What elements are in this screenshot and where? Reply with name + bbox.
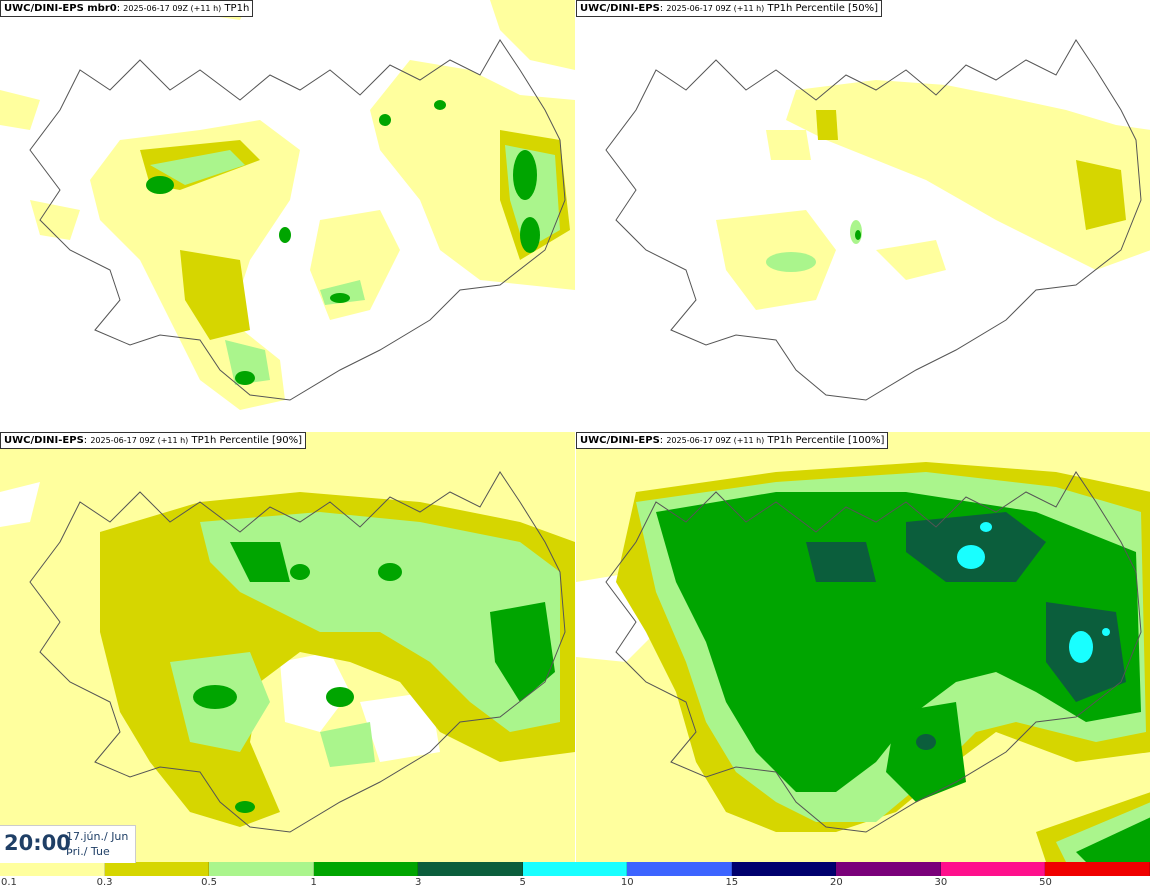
colorbar-segment bbox=[940, 862, 1046, 876]
precip-green bbox=[855, 230, 861, 240]
precip-colorbar bbox=[0, 862, 1150, 876]
map-panel-p100: UWC/DINI-EPS: 2025-06-17 09Z (+11 h) TP1… bbox=[576, 432, 1150, 862]
precip-map bbox=[0, 432, 575, 862]
colorbar-tick-label: 5 bbox=[519, 877, 526, 888]
run-label: 2025-06-17 09Z (+11 h) bbox=[666, 436, 765, 445]
colorbar-tick-label: 0.1 bbox=[1, 877, 17, 888]
map-panel-p90: UWC/DINI-EPS: 2025-06-17 09Z (+11 h) TP1… bbox=[0, 432, 575, 862]
map-panel-mbr0: UWC/DINI-EPS mbr0: 2025-06-17 09Z (+11 h… bbox=[0, 0, 575, 430]
colorbar-segment bbox=[104, 862, 210, 876]
colorbar-tick-label: 30 bbox=[934, 877, 948, 888]
precip-green bbox=[193, 542, 555, 813]
colorbar-segment bbox=[731, 862, 837, 876]
precip-white bbox=[0, 482, 440, 762]
map-panel-p50: UWC/DINI-EPS: 2025-06-17 09Z (+11 h) TP1… bbox=[576, 0, 1150, 430]
model-label: UWC/DINI-EPS bbox=[4, 435, 84, 446]
panel-title: UWC/DINI-EPS mbr0: 2025-06-17 09Z (+11 h… bbox=[0, 0, 254, 17]
precip-map bbox=[605, 39, 1150, 401]
run-label: 2025-06-17 09Z (+11 h) bbox=[90, 436, 189, 445]
coastline bbox=[605, 471, 1142, 833]
colorbar-ticks: 0.1 0.3 0.5 1 3 5 10 15 20 30 50 bbox=[0, 876, 1150, 891]
precip-map bbox=[576, 432, 1150, 862]
colorbar-tick-label: 1 bbox=[310, 877, 317, 888]
valid-weekday: Þri./ Tue bbox=[66, 845, 110, 858]
precip-map bbox=[0, 0, 575, 410]
valid-date: 17.jún./ Jun bbox=[66, 830, 129, 843]
precip-yellow bbox=[0, 0, 575, 410]
colorbar-segment bbox=[1045, 862, 1150, 876]
field-label: TP1h Percentile [100%] bbox=[767, 435, 885, 446]
model-label: UWC/DINI-EPS bbox=[580, 435, 660, 446]
colorbar-tick-label: 0.3 bbox=[96, 877, 113, 888]
field-label: TP1h Percentile [50%] bbox=[767, 3, 879, 14]
precip-cyan bbox=[957, 522, 1110, 663]
run-label: 2025-06-17 09Z (+11 h) bbox=[123, 4, 222, 13]
model-label: UWC/DINI-EPS bbox=[580, 3, 660, 14]
panel-title: UWC/DINI-EPS: 2025-06-17 09Z (+11 h) TP1… bbox=[0, 432, 307, 449]
precip-olive bbox=[816, 110, 1126, 230]
coastline bbox=[29, 471, 566, 833]
run-label: 2025-06-17 09Z (+11 h) bbox=[666, 4, 765, 13]
coastline bbox=[605, 39, 1142, 401]
colorbar-segment bbox=[836, 862, 941, 876]
coastline bbox=[29, 39, 566, 401]
valid-time: 20:00 bbox=[4, 831, 71, 855]
panel-divider bbox=[575, 0, 576, 862]
valid-time-box: 20:00 17.jún./ Jun Þri./ Tue bbox=[0, 825, 136, 863]
colorbar-tick-label: 50 bbox=[1039, 877, 1052, 888]
colorbar-tick-label: 0.5 bbox=[201, 877, 218, 888]
panel-title: UWC/DINI-EPS: 2025-06-17 09Z (+11 h) TP1… bbox=[576, 0, 883, 17]
field-label: TP1h Percentile [90%] bbox=[191, 435, 303, 446]
colorbar-tick-label: 3 bbox=[414, 877, 422, 888]
colorbar-segment bbox=[313, 862, 419, 876]
colorbar-segment bbox=[627, 862, 732, 876]
colorbar-tick-label: 10 bbox=[620, 877, 634, 888]
colorbar-segment bbox=[522, 862, 628, 876]
colorbar-segment bbox=[209, 862, 314, 876]
colorbar-tick-label: 15 bbox=[725, 877, 739, 888]
colorbar-segment bbox=[0, 862, 105, 876]
colorbar-tick-label: 20 bbox=[829, 877, 843, 888]
precip-green bbox=[146, 100, 540, 385]
panel-title: UWC/DINI-EPS: 2025-06-17 09Z (+11 h) TP1… bbox=[576, 432, 889, 449]
field-label: TP1h bbox=[224, 3, 250, 14]
model-label: UWC/DINI-EPS mbr0 bbox=[4, 3, 117, 14]
colorbar-segment bbox=[418, 862, 523, 876]
